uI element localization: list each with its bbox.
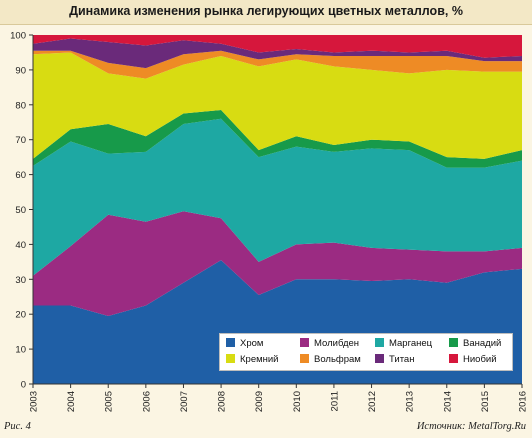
area-7 xyxy=(33,38,522,69)
x-tick-label: 2015 xyxy=(480,391,491,412)
y-tick-label: 20 xyxy=(15,310,26,321)
x-tick-label: 2009 xyxy=(254,391,265,412)
area-series-group xyxy=(33,35,522,384)
x-tick-label: 2004 xyxy=(66,391,77,412)
y-tick-label: 90 xyxy=(15,65,26,76)
legend-item: Титан xyxy=(375,353,414,367)
legend-swatch xyxy=(300,338,309,347)
y-tick-label: 0 xyxy=(21,380,26,391)
figure-label: Рис. 4 xyxy=(4,421,31,432)
legend-label: Титан xyxy=(389,354,415,365)
x-tick-label: 2011 xyxy=(329,391,340,411)
legend-item: Ниобий xyxy=(449,353,497,367)
legend-swatch xyxy=(300,354,309,363)
legend-swatch xyxy=(449,354,458,363)
legend-label: Вольфрам xyxy=(314,354,361,365)
legend-item: Кремний xyxy=(226,353,279,367)
y-tick-label: 40 xyxy=(15,240,26,251)
area-3 xyxy=(33,118,522,276)
area-4 xyxy=(33,110,522,168)
x-tick-label: 2007 xyxy=(179,391,190,412)
legend-label: Марганец xyxy=(389,338,433,349)
legend-item: Хром xyxy=(226,337,263,351)
x-tick-label: 2012 xyxy=(367,391,378,412)
area-6 xyxy=(33,50,522,79)
x-tick-label: 2014 xyxy=(442,391,453,412)
source-label: Источник: MetalTorg.Ru xyxy=(416,421,526,432)
y-tick-label: 50 xyxy=(15,205,26,216)
legend-swatch xyxy=(375,338,384,347)
x-tick-label: 2005 xyxy=(104,391,115,412)
chart-title: Динамика изменения рынка легирующих цвет… xyxy=(69,4,463,18)
y-tick-label: 30 xyxy=(15,275,26,286)
x-tick-label: 2010 xyxy=(292,391,303,412)
legend-item: Ванадий xyxy=(449,337,501,351)
y-tick-label: 70 xyxy=(15,135,26,146)
x-tick-label: 2008 xyxy=(217,391,228,412)
y-tick-label: 60 xyxy=(15,170,26,181)
area-2 xyxy=(33,211,522,316)
legend-swatch xyxy=(226,338,235,347)
axes-group: 0 10 20 30 40 50 60 70 80 90 100 2003 2004 2005 2006 20… xyxy=(10,31,528,413)
legend-item: Марганец xyxy=(375,337,432,351)
x-tick-label: 2003 xyxy=(29,391,40,412)
x-tick-label: 2013 xyxy=(405,391,416,412)
area-5 xyxy=(33,52,522,159)
legend-label: Молибден xyxy=(314,338,360,349)
legend: Хром Молибден Марганец Ванадий Кремний Вольфр… xyxy=(219,333,513,371)
y-tick-label: 80 xyxy=(15,100,26,111)
legend-label: Ниобий xyxy=(463,354,497,365)
x-tick-label: 2006 xyxy=(141,391,152,412)
y-tick-label: 100 xyxy=(10,31,26,42)
legend-label: Ванадий xyxy=(463,338,502,349)
legend-label: Кремний xyxy=(240,354,279,365)
x-tick-label: 2016 xyxy=(518,391,529,412)
legend-swatch xyxy=(375,354,384,363)
legend-item: Молибден xyxy=(300,337,359,351)
legend-item: Вольфрам xyxy=(300,353,361,367)
legend-swatch xyxy=(449,338,458,347)
legend-swatch xyxy=(226,354,235,363)
title-bar: Динамика изменения рынка легирующих цвет… xyxy=(0,0,532,25)
legend-label: Хром xyxy=(240,338,264,349)
y-tick-label: 10 xyxy=(15,345,26,356)
area-8 xyxy=(33,35,522,58)
